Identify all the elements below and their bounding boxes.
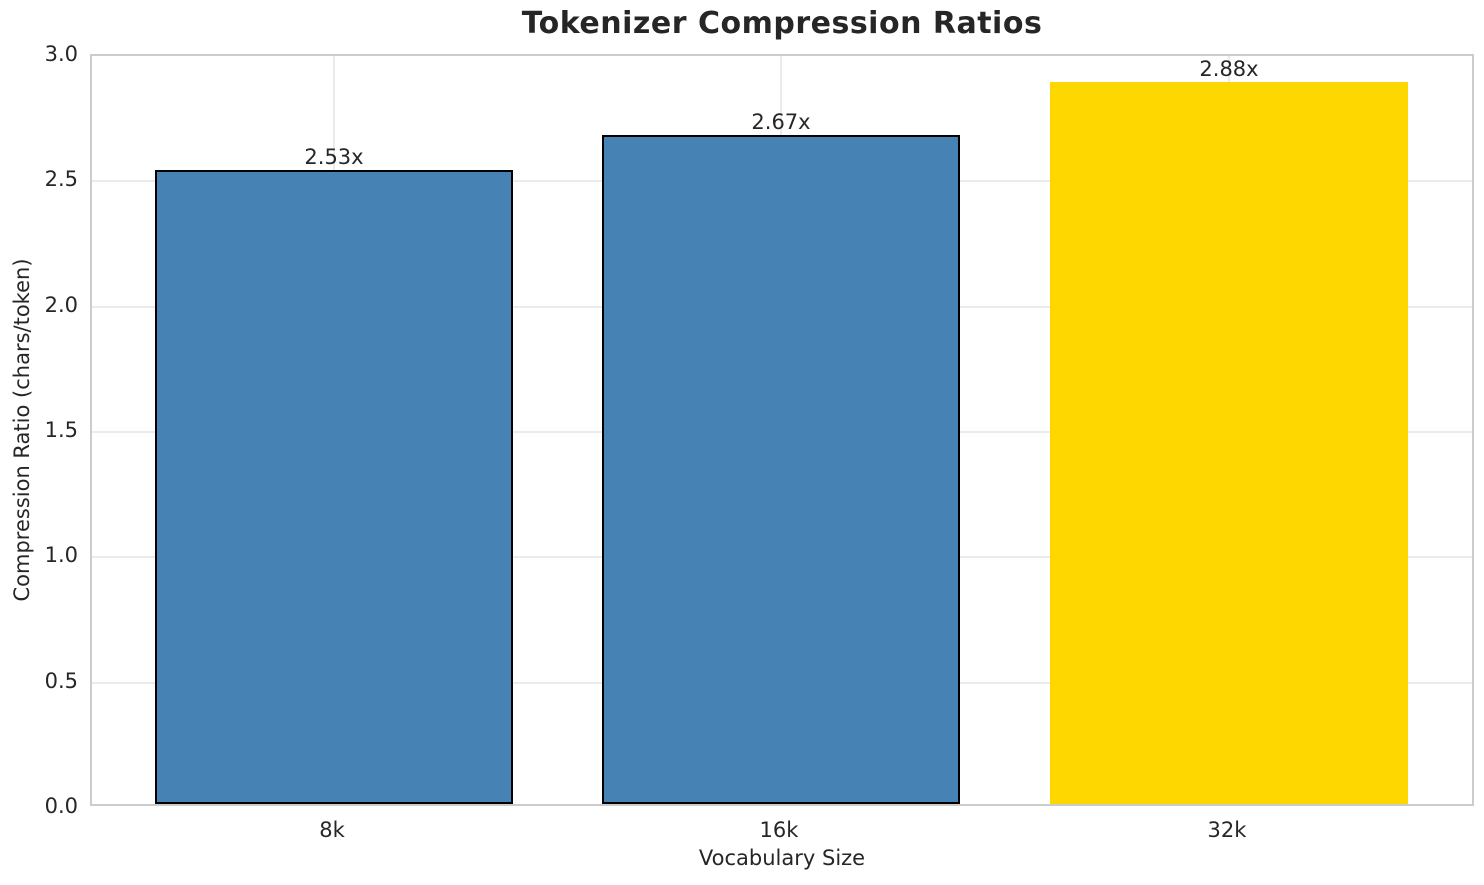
chart-title: Tokenizer Compression Ratios <box>521 6 1043 41</box>
bar-value-label: 2.67x <box>751 110 811 134</box>
bar-32k <box>1050 82 1408 804</box>
y-tick-label: 0.0 <box>44 794 78 818</box>
bar-value-label: 2.88x <box>1199 57 1259 81</box>
x-tick-label-16k: 16k <box>759 818 799 842</box>
x-tick-label-8k: 8k <box>319 818 345 842</box>
plot-area: 2.53x 2.67x 2.88x <box>90 54 1474 806</box>
y-tick-label: 1.0 <box>44 543 78 567</box>
bar-8k <box>155 170 513 804</box>
y-tick-label: 1.5 <box>44 418 78 442</box>
y-tick-label: 3.0 <box>44 42 78 66</box>
bar-16k <box>602 135 960 804</box>
y-tick-label: 2.0 <box>44 293 78 317</box>
y-tick-label: 0.5 <box>44 669 78 693</box>
x-tick-label-32k: 32k <box>1207 818 1247 842</box>
x-axis-label: Vocabulary Size <box>698 846 866 870</box>
y-tick-label: 2.5 <box>44 167 78 191</box>
bar-value-label: 2.53x <box>304 145 364 169</box>
